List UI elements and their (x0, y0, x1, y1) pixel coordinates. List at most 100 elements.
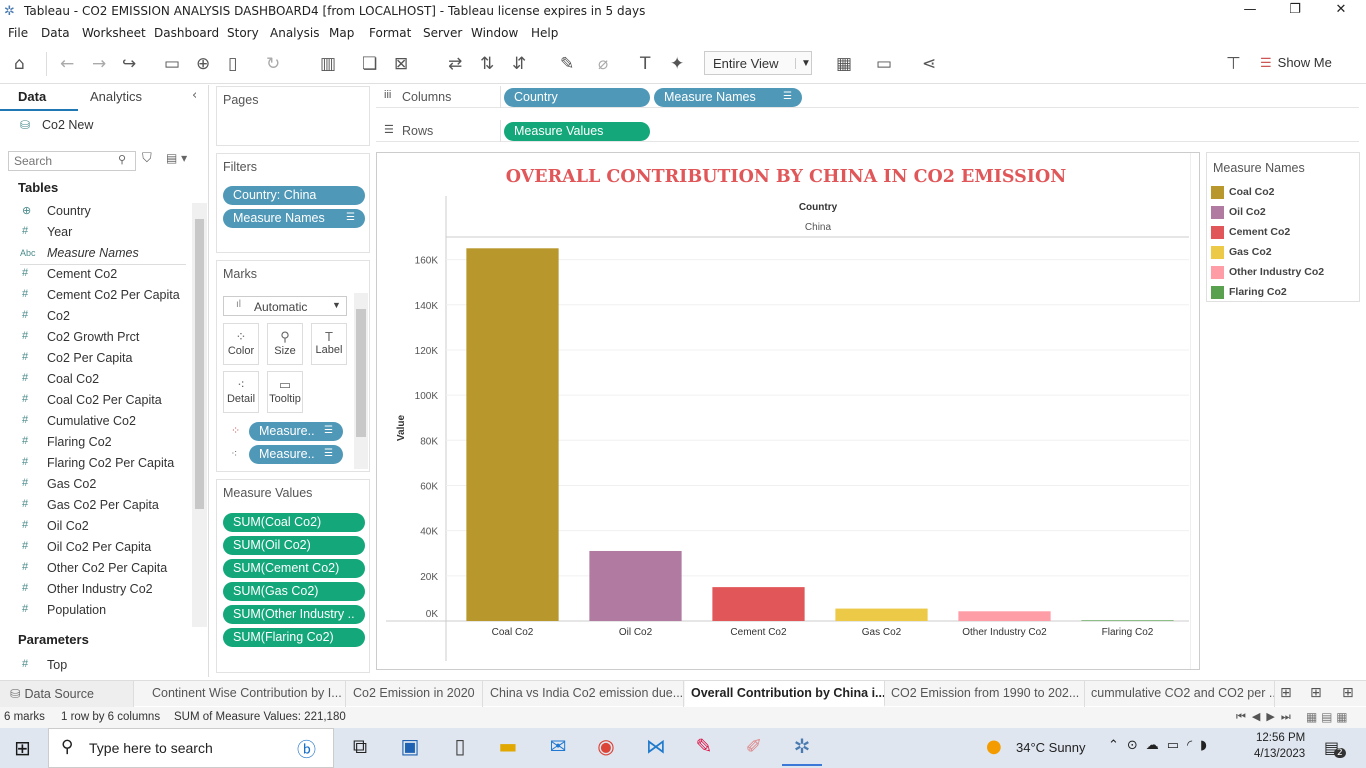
group-icon[interactable]: ⌀ (598, 54, 609, 74)
bing-icon[interactable]: ⓑ (297, 739, 317, 761)
marks-scrollbar[interactable] (354, 293, 368, 469)
pause-updates-icon[interactable]: ▯ (228, 54, 238, 74)
sheet-tab[interactable]: Continent Wise Contribution by I... (146, 681, 346, 707)
menu-window[interactable]: Window (471, 26, 519, 40)
vscode-icon[interactable]: ⋈ (646, 734, 666, 758)
filter-pill-measure-names[interactable]: Measure Names ☰ (223, 209, 365, 228)
field-item[interactable]: # Coal Co2 Per Capita (0, 390, 190, 411)
clear-sheet-icon[interactable]: ⊠ (394, 54, 409, 74)
menu-worksheet[interactable]: Worksheet (82, 26, 146, 40)
legend-item[interactable]: Oil Co2 (1211, 205, 1351, 221)
scrollbar-thumb[interactable] (356, 309, 366, 437)
field-list-scrollbar[interactable] (192, 203, 207, 627)
new-datasource-icon[interactable]: ⊕ (196, 54, 211, 74)
field-item[interactable]: # Oil Co2 Per Capita (0, 537, 190, 558)
measure-values-shelf[interactable]: Measure Values SUM(Coal Co2) SUM(Oil Co2)… (216, 479, 370, 673)
paint-icon[interactable]: ⊤ (1226, 54, 1241, 74)
tableau-taskbar-icon[interactable]: ✲ (782, 734, 822, 766)
field-item[interactable]: # Cement Co2 Per Capita (0, 285, 190, 306)
field-item[interactable]: ⊕ Country (0, 201, 190, 222)
field-item[interactable]: # Oil Co2 (0, 516, 190, 537)
field-item[interactable]: # Cumulative Co2 (0, 411, 190, 432)
color-button[interactable]: ⁘ Color (223, 323, 259, 365)
undo-icon[interactable]: ← (60, 54, 75, 74)
new-worksheet-icon[interactable]: ⊞ (1280, 685, 1292, 701)
field-search-input[interactable] (8, 151, 136, 171)
view-options-icon[interactable]: ▤ ▾ (166, 151, 188, 165)
duplicate-icon[interactable]: ❏ (362, 54, 378, 74)
system-tray-icons[interactable]: ⌃⊙☁▭◜◗ (1108, 738, 1215, 753)
tooltip-button[interactable]: ▭ Tooltip (267, 371, 303, 413)
field-item[interactable]: # Gas Co2 Per Capita (0, 495, 190, 516)
field-item[interactable]: # Other Industry Co2 (0, 579, 190, 600)
chrome-icon[interactable]: ◉ (597, 734, 615, 758)
field-item[interactable]: # Co2 Growth Prct (0, 327, 190, 348)
size-button[interactable]: ⚲ Size (267, 323, 303, 365)
redo-icon[interactable]: → (92, 54, 107, 74)
share-icon[interactable]: ⋖ (922, 54, 937, 74)
swap-icon[interactable]: ⇄ (448, 54, 463, 74)
sheet-tab[interactable]: CO2 Emission from 1990 to 202... (885, 681, 1085, 707)
fit-select[interactable]: Entire View ▼ (704, 51, 812, 75)
menu-analysis[interactable]: Analysis (270, 26, 320, 40)
new-dashboard-icon[interactable]: ⊞ (1310, 685, 1322, 701)
measure-value-pill[interactable]: SUM(Cement Co2) (223, 559, 365, 578)
filters-shelf[interactable]: Filters Country: China Measure Names ☰ (216, 153, 370, 253)
columns-pill-measure-names[interactable]: Measure Names ☰ (654, 88, 802, 107)
task-view-icon[interactable]: ⧉ (352, 734, 368, 758)
menu-server[interactable]: Server (423, 26, 463, 40)
sort-descending-icon[interactable]: ⇵ (512, 54, 527, 74)
columns-shelf[interactable]: iii Columns Country Measure Names ☰ (376, 86, 1359, 108)
marks-pill-detail[interactable]: Measure.. ☰ (249, 445, 343, 464)
field-item[interactable]: # Flaring Co2 (0, 432, 190, 453)
restore-button[interactable]: ❐ (1289, 2, 1301, 17)
field-item[interactable]: # Gas Co2 (0, 474, 190, 495)
windows-start-icon[interactable]: ⊞ (14, 736, 31, 760)
menu-format[interactable]: Format (369, 26, 412, 40)
file-icon[interactable]: ▯ (454, 734, 466, 758)
menu-map[interactable]: Map (329, 26, 355, 40)
filter-icon[interactable]: ⛉ (142, 151, 152, 166)
weather-text[interactable]: 34°C Sunny (1016, 740, 1086, 755)
new-worksheet-icon[interactable]: ▥ (320, 54, 337, 74)
legend-item[interactable]: Gas Co2 (1211, 245, 1351, 261)
measure-value-pill[interactable]: SUM(Gas Co2) (223, 582, 365, 601)
legend-item[interactable]: Cement Co2 (1211, 225, 1351, 241)
sheet-tab[interactable]: Co2 Emission in 2020 (347, 681, 483, 707)
taskbar-search[interactable]: ⚲ Type here to search ⓑ (48, 728, 334, 768)
replay-icon[interactable]: ↪ (122, 54, 137, 74)
scrollbar-thumb[interactable] (195, 219, 204, 509)
datasource-name[interactable]: Co2 New (42, 118, 94, 132)
tab-data[interactable]: Data (18, 89, 47, 104)
save-icon[interactable]: ▭ (164, 54, 181, 74)
pin-icon[interactable]: ✦ (670, 54, 685, 74)
parameter-item[interactable]: # Top (0, 655, 190, 676)
mail-icon[interactable]: ✉ (549, 734, 567, 758)
show-cards-icon[interactable]: ▦ (836, 54, 853, 74)
field-item[interactable]: # Other Co2 Per Capita (0, 558, 190, 579)
menu-file[interactable]: File (8, 26, 29, 40)
legend-item[interactable]: Other Industry Co2 (1211, 265, 1351, 281)
field-item[interactable]: # Coal Co2 (0, 369, 190, 390)
menu-story[interactable]: Story (227, 26, 259, 40)
collapse-icon[interactable]: ‹ (192, 88, 198, 103)
rows-pill-measure-values[interactable]: Measure Values (504, 122, 650, 141)
label-button[interactable]: T Label (311, 323, 347, 365)
clock-date[interactable]: 4/13/2023 (1254, 748, 1306, 760)
bar-gas-co2[interactable] (835, 608, 928, 621)
clock-time[interactable]: 12:56 PM (1256, 732, 1306, 744)
bar-flaring-co2[interactable] (1081, 620, 1174, 621)
mark-type-select[interactable]: ıl Automatic ▼ (223, 296, 347, 316)
rows-shelf[interactable]: ☰ Rows Measure Values (376, 120, 1359, 142)
field-item[interactable]: # Co2 Per Capita (0, 348, 190, 369)
columns-pill-country[interactable]: Country (504, 88, 650, 107)
field-item[interactable]: # Flaring Co2 Per Capita (0, 453, 190, 474)
detail-button[interactable]: ⁖ Detail (223, 371, 259, 413)
refresh-icon[interactable]: ↻ (266, 54, 281, 74)
minimize-button[interactable]: — (1243, 2, 1257, 17)
store-icon[interactable]: ▣ (400, 734, 420, 758)
field-item[interactable]: # Cement Co2 (0, 264, 190, 285)
sheet-tab[interactable]: cummulative CO2 and CO2 per ... (1085, 681, 1275, 707)
sheet-sorter-icon[interactable]: ▦ ▤ ▦ (1306, 710, 1348, 724)
sort-ascending-icon[interactable]: ⇅ (480, 54, 495, 74)
